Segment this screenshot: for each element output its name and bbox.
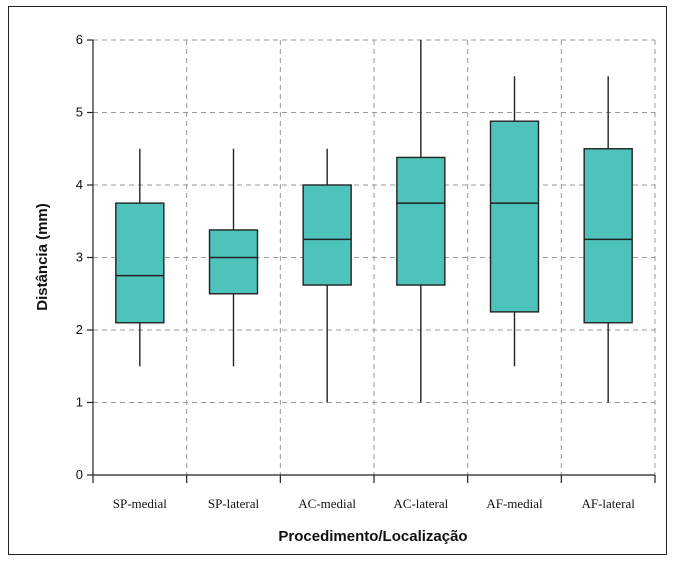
box-4 xyxy=(489,120,540,313)
y-tick-label-0: 0 xyxy=(76,467,83,482)
y-tick-label-5: 5 xyxy=(76,105,83,120)
box-0 xyxy=(115,202,165,324)
x-tick-label-3: AC-lateral xyxy=(393,496,448,511)
x-tick-label-4: AF-medial xyxy=(486,496,543,511)
x-tick-label-5: AF-lateral xyxy=(581,496,635,511)
box-5 xyxy=(583,148,633,324)
x-tick-label-1: SP-lateral xyxy=(208,496,260,511)
x-tick-label-0: SP-medial xyxy=(113,496,168,511)
y-tick-label-4: 4 xyxy=(76,177,83,192)
y-tick-label-6: 6 xyxy=(76,32,83,47)
x-tick-label-2: AC-medial xyxy=(298,496,356,511)
box-1 xyxy=(208,229,259,295)
boxes xyxy=(115,40,633,403)
y-tick-label-3: 3 xyxy=(76,250,83,265)
tick-labels: 0 1 2 3 4 5 6 SP-medial SP-lateral AC-medial AC-la… xyxy=(76,32,636,511)
box-2 xyxy=(302,184,352,286)
axes xyxy=(87,39,656,483)
grid-lines xyxy=(93,39,656,475)
y-tick-label-2: 2 xyxy=(76,322,83,337)
x-axis-title: Procedimento/Localização xyxy=(278,528,467,545)
box-3 xyxy=(396,156,446,286)
y-axis-title: Distância (mm) xyxy=(34,203,51,311)
y-tick-label-1: 1 xyxy=(76,395,83,410)
